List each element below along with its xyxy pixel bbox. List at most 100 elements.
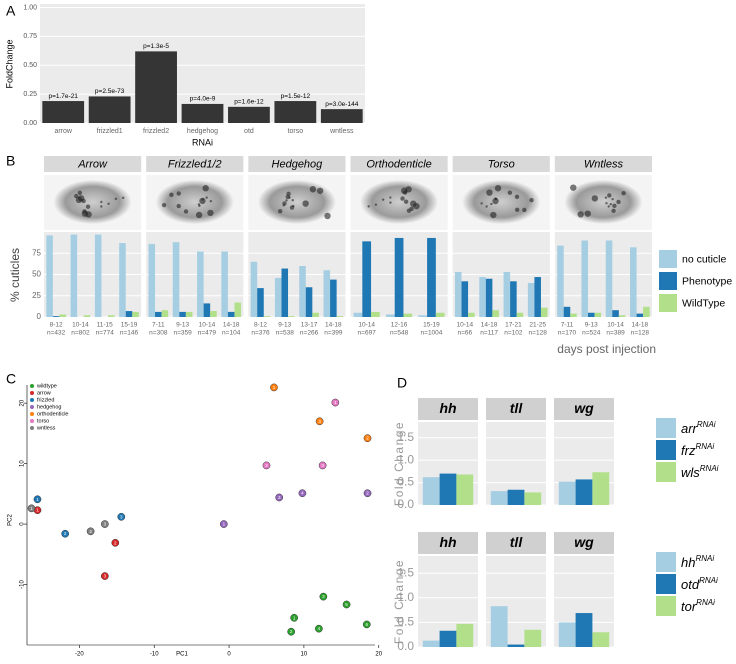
facet-title: Torso (488, 158, 515, 170)
bar (422, 477, 440, 505)
legend-label: torso (37, 418, 49, 424)
image-speckle (309, 186, 317, 193)
legend-label: hhRNAi (681, 554, 714, 570)
image-speckle (577, 211, 584, 218)
bar (636, 313, 644, 317)
legend-superscript: RNAi (695, 554, 714, 563)
legend-name: tor (681, 599, 697, 614)
facet-strip (554, 532, 614, 554)
x-tick-label: 21-25 (529, 322, 546, 329)
y-tick-label: 10 (20, 460, 26, 467)
image-speckle (277, 209, 283, 214)
y-axis-label: % cuticles (8, 248, 22, 302)
point-label: 3 (104, 574, 107, 579)
legend-name: hh (681, 555, 695, 570)
bar (132, 311, 139, 317)
x-tick-label: wntless (329, 128, 354, 135)
bar (524, 629, 542, 647)
sample-size-label: n=102 (504, 330, 523, 337)
bar-annotation: p=1.7e-21 (48, 93, 78, 100)
bar (70, 234, 78, 317)
bar (592, 632, 610, 647)
point (318, 461, 327, 470)
point (61, 529, 70, 538)
panel-label: D (397, 375, 407, 391)
legend-swatch (656, 418, 676, 438)
bar (468, 312, 475, 317)
x-tick-label: hedgehog (187, 128, 218, 135)
sample-size-label: n=117 (480, 330, 498, 337)
bar (336, 316, 344, 317)
embryo-image (360, 180, 438, 224)
legend-label: frizzled (37, 397, 54, 403)
image-speckle (205, 196, 208, 199)
bar (435, 312, 445, 317)
bar (88, 96, 131, 123)
legend-label: orthodenticle (37, 411, 69, 417)
panel-label: A (6, 3, 16, 19)
x-tick-label: frizzled2 (143, 128, 169, 135)
y-tick-label: 1.5 (397, 430, 414, 444)
image-speckle (85, 211, 92, 218)
x-tick-label: 10-14 (607, 322, 624, 329)
image-speckle (492, 197, 499, 205)
image-speckle (584, 210, 591, 217)
legend-dot (30, 391, 34, 395)
image-speckle (514, 194, 520, 199)
legend-label: no cuticle (682, 253, 727, 265)
x-tick-label: 15-19 (423, 322, 440, 329)
facet-strip (248, 156, 346, 172)
x-tick-label: arrow (54, 128, 72, 135)
image-speckle (611, 197, 614, 201)
point (33, 495, 42, 504)
bar-annotation: p=1.3e-5 (143, 43, 169, 50)
image-speckle (291, 199, 294, 202)
bar (454, 271, 462, 317)
legend-label: Phenotype (682, 275, 732, 287)
x-tick-label: -20 (75, 652, 84, 658)
legend-name: frz (681, 443, 696, 458)
image-speckle (389, 196, 392, 199)
x-axis-label: RNAi (192, 137, 213, 147)
image-speckle (490, 211, 497, 219)
bar (439, 630, 457, 647)
bar (605, 240, 613, 317)
bar (119, 243, 126, 317)
point (27, 504, 36, 513)
sample-size-label: n=359 (173, 330, 192, 337)
image-speckle (209, 199, 213, 203)
x-axis-label: days post injection (557, 342, 656, 356)
facet-title: hh (439, 534, 456, 550)
bar (227, 311, 235, 317)
legend-swatch (659, 294, 677, 312)
bar (42, 101, 85, 123)
image-speckle (282, 201, 287, 206)
image-speckle (612, 203, 617, 209)
sample-size-label: n=128 (631, 330, 650, 337)
x-tick-label: torso (288, 128, 304, 135)
x-tick-label: 0 (227, 652, 231, 658)
bar (618, 315, 626, 317)
facet-title: Arrow (77, 158, 108, 170)
bar (479, 277, 486, 317)
facet-title: tll (510, 534, 524, 550)
embryo-image (53, 180, 132, 224)
y-tick-label: 0.75 (23, 33, 37, 40)
y-tick-label: 1.0 (397, 590, 414, 604)
facet-strip (486, 532, 546, 554)
facet-strip (146, 156, 244, 172)
image-speckle (114, 197, 118, 201)
image-speckle (529, 197, 534, 203)
sample-size-label: n=308 (149, 330, 168, 337)
legend-label: wntless (36, 425, 56, 431)
bar (203, 303, 211, 317)
bar (575, 613, 593, 647)
sample-size-label: n=266 (300, 330, 319, 337)
image-speckle (121, 196, 125, 200)
sample-size-label: n=432 (47, 330, 66, 337)
bar (330, 279, 337, 317)
image-speckle (285, 199, 288, 202)
bar (439, 473, 457, 505)
bar (353, 312, 363, 317)
bar (108, 315, 115, 317)
